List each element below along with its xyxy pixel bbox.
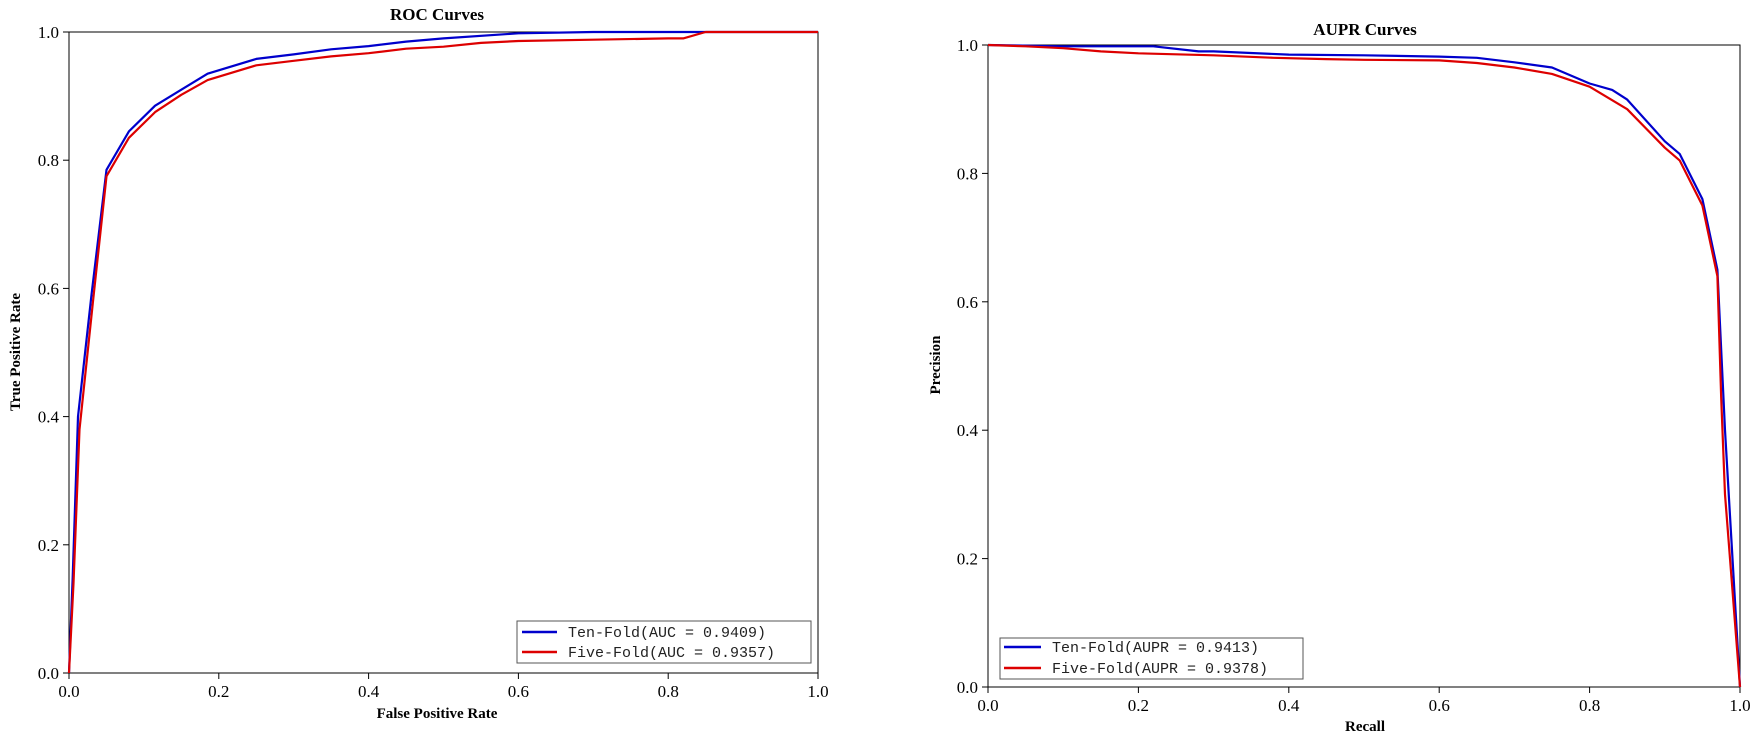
aupr-plot-frame: [987, 44, 1741, 688]
roc-y-tick-label: 0.6: [38, 279, 59, 298]
aupr-plot-area: 0.0 0.2 0.4 0.6 0.8 1.0 0.0 0.2 0.4 0.6 0.8 1.0: [957, 36, 1751, 715]
aupr-x-tick-label: 0.8: [1579, 696, 1600, 715]
aupr-series-line-five-fold: [987, 43, 1742, 688]
aupr-legend-box: [999, 637, 1304, 680]
roc-chart-title: ROC Curves: [390, 5, 484, 24]
roc-y-axis-label: True Positive Rate: [8, 293, 24, 411]
roc-legend-label-five-fold: Five-Fold(AUC = 0.9357): [568, 645, 775, 662]
aupr-legend-label-ten-fold: Ten-Fold(AUPR = 0.9413): [1052, 640, 1259, 657]
roc-legend: Ten-Fold(AUC = 0.9409) Five-Fold(AUC = 0…: [516, 620, 812, 664]
roc-x-tick-label: 0.6: [508, 682, 529, 701]
aupr-y-tick-label: 0.6: [957, 293, 978, 312]
roc-series-line-ten-fold: [67, 30, 818, 674]
aupr-x-tick-label: 0.4: [1278, 696, 1300, 715]
aupr-legend: Ten-Fold(AUPR = 0.9413) Five-Fold(AUPR =…: [999, 637, 1304, 680]
roc-y-tick-label: 1.0: [38, 23, 59, 42]
roc-x-tick-label: 0.2: [208, 682, 229, 701]
aupr-y-tick-label: 0.8: [957, 164, 978, 183]
aupr-x-tick-label: 0.0: [977, 696, 998, 715]
roc-legend-box: [516, 620, 812, 664]
roc-x-tick-label: 1.0: [807, 682, 828, 701]
roc-x-tick-label: 0.0: [58, 682, 79, 701]
aupr-x-tick-label: 0.6: [1429, 696, 1450, 715]
aupr-y-tick-label: 0.4: [957, 421, 979, 440]
aupr-panel: AUPR Curves Recall Precision 0.0 0.2 0.4 0.…: [928, 20, 1751, 735]
aupr-series-line-ten-fold: [987, 43, 1742, 688]
roc-plot-frame: [68, 31, 819, 674]
roc-plot-area: 0.0 0.2 0.4 0.6 0.8 1.0 0.0 0.2 0.4 0.6 0.8 1.0: [38, 23, 829, 701]
aupr-y-tick-label: 0.2: [957, 550, 978, 569]
aupr-x-tick-label: 0.2: [1128, 696, 1149, 715]
roc-x-axis-label: False Positive Rate: [377, 706, 498, 722]
aupr-legend-label-five-fold: Five-Fold(AUPR = 0.9378): [1052, 661, 1268, 678]
roc-y-tick-label: 0.4: [38, 408, 60, 427]
roc-x-tick-label: 0.8: [658, 682, 679, 701]
roc-y-tick-label: 0.2: [38, 536, 59, 555]
aupr-x-axis-label: Recall: [1345, 719, 1385, 735]
aupr-y-axis-label: Precision: [928, 335, 944, 395]
roc-y-tick-label: 0.0: [38, 664, 59, 683]
roc-panel: ROC Curves False Positive Rate True Posi…: [8, 5, 829, 722]
roc-series-line-five-fold: [67, 30, 818, 674]
roc-x-tick-label: 0.4: [358, 682, 380, 701]
aupr-chart-title: AUPR Curves: [1313, 20, 1417, 39]
aupr-x-tick-label: 1.0: [1729, 696, 1750, 715]
aupr-y-tick-label: 0.0: [957, 678, 978, 697]
aupr-y-tick-label: 1.0: [957, 36, 978, 55]
roc-y-tick-label: 0.8: [38, 151, 59, 170]
roc-legend-label-ten-fold: Ten-Fold(AUC = 0.9409): [568, 625, 766, 642]
